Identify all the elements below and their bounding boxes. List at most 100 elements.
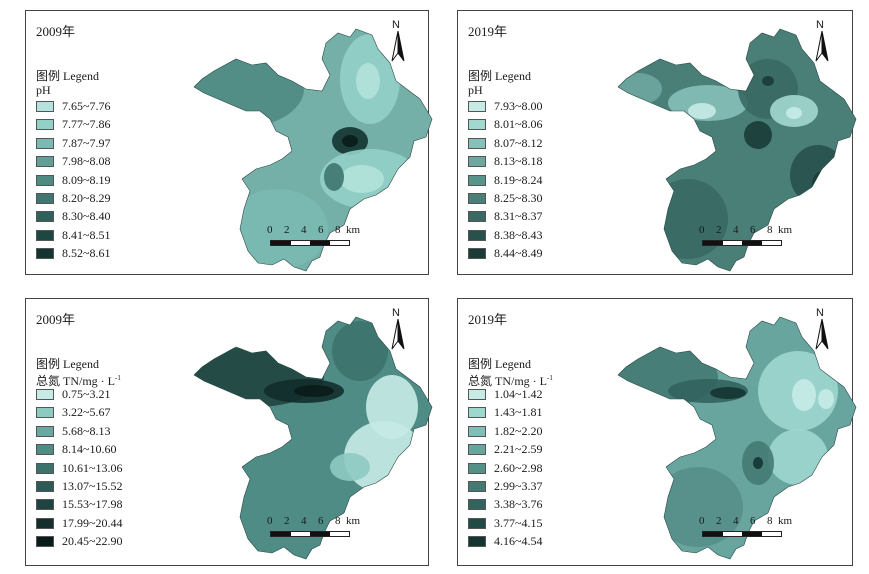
- legend-label: 15.53~17.98: [62, 497, 123, 512]
- contour-zone: [688, 103, 716, 119]
- legend-swatch: [468, 174, 486, 186]
- contour-zone: [762, 76, 774, 86]
- legend-swatch: [468, 211, 486, 223]
- legend-swatch: [36, 192, 54, 204]
- legend-swatch: [36, 211, 54, 223]
- legend-label: 8.31~8.37: [494, 209, 543, 224]
- scale-tick-label: 2: [716, 224, 722, 236]
- contour-zone: [294, 385, 334, 397]
- legend-title-line2: pH: [468, 83, 483, 97]
- legend-title-line2: 总氮 TN/mg · L-1: [468, 374, 553, 388]
- scale-strip: [702, 240, 782, 246]
- legend-swatch: [468, 407, 486, 419]
- contour-zone: [228, 189, 328, 269]
- legend-label: 8.20~8.29: [62, 190, 111, 205]
- north-label: N: [392, 19, 400, 31]
- map-panel-ph2019: 2019年 图例 Legend pH 7.93~8.00 8.01~8.06 8.0…: [457, 10, 857, 275]
- north-label: N: [816, 307, 824, 319]
- panel-year: 2019年: [468, 312, 508, 327]
- legend-label: 7.93~8.00: [494, 99, 543, 113]
- legend-swatch: [468, 462, 486, 474]
- legend-title-line2: pH: [36, 83, 51, 97]
- scale-tick-label: 2: [716, 515, 722, 527]
- north-arrow-icon: [391, 31, 405, 62]
- panel-year: 2009年: [36, 24, 76, 39]
- legend-label: 1.43~1.81: [494, 405, 543, 420]
- contour-zone: [812, 171, 832, 199]
- north-arrow-icon: [391, 319, 405, 350]
- legend-label: 0.75~3.21: [62, 387, 111, 401]
- contour-zone: [768, 429, 828, 485]
- north-label: N: [392, 307, 400, 319]
- legend-swatch: [36, 389, 54, 400]
- contour-zone: [356, 63, 380, 99]
- legend-swatch: [468, 536, 486, 548]
- contour-zone: [330, 453, 370, 481]
- contour-zone: [792, 379, 816, 411]
- scale-tick-label: 4: [301, 224, 307, 236]
- legend-label: 7.87~7.97: [62, 135, 111, 150]
- scale-tick-label: 4: [733, 224, 739, 236]
- legend-label: 13.07~15.52: [62, 478, 123, 493]
- scale-unit: km: [346, 224, 361, 236]
- legend-swatch: [36, 499, 54, 511]
- legend-swatch: [36, 229, 54, 241]
- legend-swatch: [36, 156, 54, 168]
- legend-label: 7.98~8.08: [62, 154, 111, 169]
- legend-title-line1: 图例 Legend: [468, 357, 531, 371]
- scale-tick-label: 0: [267, 515, 273, 527]
- north-arrow-icon: [815, 31, 829, 62]
- contour-zone: [710, 387, 746, 399]
- legend-swatch: [468, 425, 486, 437]
- legend-label: 5.68~8.13: [62, 423, 111, 438]
- legend-label: 8.07~8.12: [494, 135, 543, 150]
- legend-swatch: [468, 101, 486, 112]
- legend-label: 17.99~20.44: [62, 515, 123, 530]
- scale-tick-label: 0: [699, 224, 705, 236]
- legend-label: 8.09~8.19: [62, 172, 111, 187]
- scale-tick-label: 8: [335, 224, 341, 236]
- legend-label: 1.04~1.42: [494, 387, 543, 401]
- contour-zone: [786, 107, 802, 119]
- legend-label: 10.61~13.06: [62, 460, 123, 475]
- lake-map: [617, 28, 857, 272]
- legend-swatch: [36, 425, 54, 437]
- legend-label: 2.99~3.37: [494, 478, 543, 493]
- scale-tick-label: 8: [767, 224, 773, 236]
- legend-title: 图例 Legend 总氮 TN/mg · L-1: [468, 357, 553, 388]
- legend-swatch: [468, 248, 486, 260]
- legend-swatch: [36, 119, 54, 131]
- map-panel-tn2009: 2009年 图例 Legend 总氮 TN/mg · L-1 0.75~3.21…: [25, 298, 433, 566]
- legend-swatch: [36, 407, 54, 419]
- legend-label: 3.38~3.76: [494, 497, 543, 512]
- legend-label: 20.45~22.90: [62, 534, 123, 549]
- legend-title-line1: 图例 Legend: [36, 69, 99, 83]
- contour-zone: [744, 121, 772, 149]
- legend-label: 4.16~4.54: [494, 534, 543, 549]
- legend-label: 8.30~8.40: [62, 209, 111, 224]
- scale-tick-label: 6: [750, 224, 756, 236]
- legend-swatch: [36, 517, 54, 529]
- legend-title-line2: 总氮 TN/mg · L-1: [36, 374, 121, 388]
- legend-label: 3.77~4.15: [494, 515, 543, 530]
- contour-zone: [340, 165, 384, 193]
- scale-tick-label: 6: [318, 515, 324, 527]
- lake-outline: [617, 316, 857, 560]
- legend-title-line1: 图例 Legend: [36, 357, 99, 371]
- scale-tick-label: 4: [301, 515, 307, 527]
- legend-label: 7.65~7.76: [62, 99, 111, 113]
- legend-swatch: [36, 248, 54, 260]
- legend-swatch: [468, 444, 486, 456]
- lake-outline: [193, 316, 433, 560]
- contour-zone: [386, 187, 402, 203]
- legend-swatch: [36, 101, 54, 112]
- contour-zone: [818, 389, 834, 409]
- legend-title: 图例 Legend pH: [468, 69, 531, 97]
- legend-swatch: [36, 137, 54, 149]
- legend-swatch: [468, 156, 486, 168]
- scale-tick-label: 8: [767, 515, 773, 527]
- scale-tick-label: 2: [284, 515, 290, 527]
- legend-label: 7.77~7.86: [62, 117, 111, 132]
- legend-swatch: [36, 174, 54, 186]
- legend-title-line1: 图例 Legend: [468, 69, 531, 83]
